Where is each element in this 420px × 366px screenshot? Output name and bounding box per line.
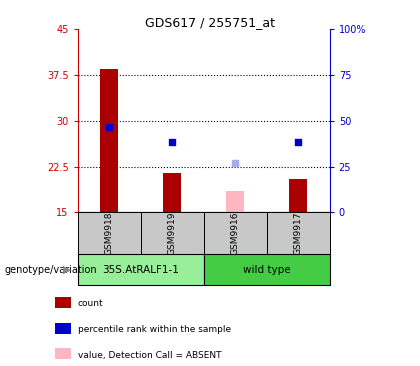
Bar	[204, 254, 330, 285]
Text: ▶: ▶	[63, 265, 71, 275]
Bar	[100, 69, 118, 212]
Bar	[141, 212, 204, 254]
Bar	[226, 191, 244, 212]
Text: count: count	[78, 299, 103, 308]
Bar	[78, 212, 141, 254]
Text: 35S.AtRALF1-1: 35S.AtRALF1-1	[102, 265, 179, 275]
Text: GDS617 / 255751_at: GDS617 / 255751_at	[145, 16, 275, 30]
Text: value, Detection Call = ABSENT: value, Detection Call = ABSENT	[78, 351, 221, 359]
Bar	[78, 254, 204, 285]
Text: percentile rank within the sample: percentile rank within the sample	[78, 325, 231, 334]
Point	[106, 124, 113, 130]
Point	[169, 139, 176, 145]
Bar	[267, 212, 330, 254]
Bar	[289, 179, 307, 212]
Bar	[163, 173, 181, 212]
Text: GSM9916: GSM9916	[231, 212, 240, 255]
Text: GSM9919: GSM9919	[168, 212, 177, 255]
Bar	[204, 212, 267, 254]
Text: wild type: wild type	[243, 265, 291, 275]
Text: GSM9918: GSM9918	[105, 212, 114, 255]
Point	[295, 139, 302, 145]
Text: GSM9917: GSM9917	[294, 212, 303, 255]
Text: genotype/variation: genotype/variation	[4, 265, 97, 275]
Point	[232, 161, 239, 167]
